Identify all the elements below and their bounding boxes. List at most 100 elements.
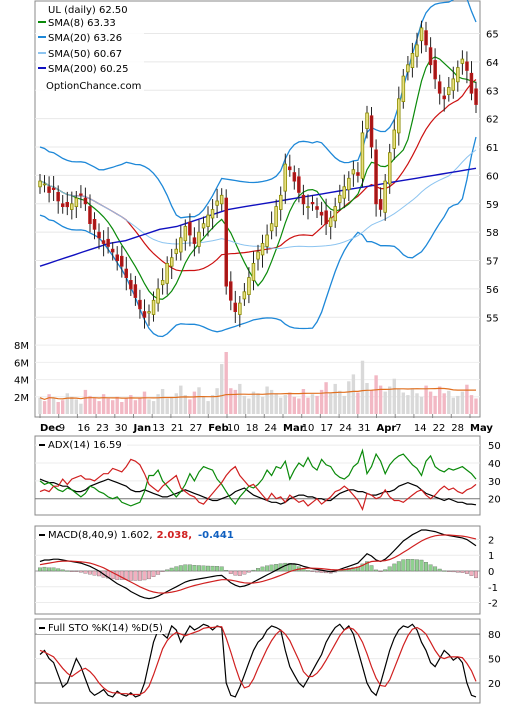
candle-body [79, 193, 83, 196]
histogram-bar [310, 570, 315, 572]
volume-bar [301, 389, 306, 414]
volume-bar [451, 397, 455, 414]
histogram-bar [65, 570, 70, 572]
volume-bar [342, 395, 346, 414]
histogram-bar [183, 564, 188, 572]
candle-body [183, 226, 188, 242]
price-tick-label: 56 [486, 285, 499, 296]
series-line [39, 448, 477, 507]
volume-bar [251, 391, 256, 414]
sto-lines [39, 623, 477, 698]
histogram-bar [219, 566, 224, 572]
candle-body [247, 277, 251, 296]
series-line [39, 626, 477, 696]
candle-body [74, 197, 79, 208]
legend-sma50: SMA(50) 60.67 [48, 49, 122, 60]
candle-body [283, 163, 287, 192]
candle-body [251, 262, 256, 281]
histogram-bar [337, 570, 342, 572]
watermark: OptionChance.com [46, 81, 141, 92]
histogram-bar [56, 568, 61, 572]
series-line [39, 478, 477, 506]
date-tick-label: Feb [208, 423, 228, 434]
volume-bar [279, 397, 283, 414]
candle-body [369, 115, 374, 148]
histogram-bar [283, 562, 288, 572]
candle-body [129, 279, 133, 290]
date-tick-label: Mar [283, 423, 305, 434]
histogram-bar [351, 567, 356, 572]
histogram-bar [401, 559, 406, 572]
histogram-bar [215, 566, 220, 572]
legend-swatch-sma50 [38, 52, 46, 54]
candle-body [70, 203, 74, 210]
histogram-bar [374, 569, 379, 572]
volume-bar [469, 395, 474, 414]
volume-bar [447, 390, 451, 414]
sma8-line [39, 56, 477, 300]
date-tick-label: 24 [339, 423, 352, 434]
candle-body [83, 197, 88, 205]
volume-bar [265, 386, 269, 414]
candle-body [383, 180, 387, 213]
candle-body [51, 187, 56, 190]
price-y-axis: 55 56 57 58 59 60 61 62 63 64 65 [486, 30, 499, 325]
candle-body [42, 183, 47, 186]
histogram-bar [228, 570, 233, 574]
volume-tick-label: 4M [14, 376, 29, 387]
legend-sma200: SMA(200) 60.25 [48, 64, 129, 75]
candle-body [56, 191, 60, 202]
candlesticks [38, 20, 478, 329]
volume-bar [310, 394, 315, 414]
macd-swatch [39, 534, 45, 536]
volume-bar [133, 400, 138, 414]
candle-body [356, 172, 360, 176]
volume-bar [88, 395, 92, 414]
date-tick-label: Dec [40, 423, 61, 434]
volume-bar [406, 395, 410, 414]
candle-body [424, 30, 428, 46]
volume-bar [397, 389, 401, 414]
histogram-bar [251, 569, 256, 572]
date-tick-label: 18 [246, 423, 259, 434]
histogram-bar [178, 565, 183, 572]
candle-body [292, 172, 297, 182]
macd-signal-value: 2.038, [157, 530, 192, 541]
histogram-bar [460, 570, 465, 573]
volume-bar [401, 392, 405, 414]
histogram-bar [47, 567, 52, 572]
panel-tick-label: 20 [488, 679, 501, 690]
date-tick-label: 17 [320, 423, 333, 434]
date-tick-label: 21 [171, 423, 184, 434]
candle-body [469, 72, 474, 94]
price-tick-label: 58 [486, 228, 499, 239]
volume-bar [160, 389, 165, 414]
volume-bar [120, 402, 124, 414]
histogram-bar [396, 561, 401, 572]
date-tick-label: 23 [96, 423, 109, 434]
histogram-bar [60, 569, 65, 572]
histogram-bar [442, 570, 447, 572]
price-tick-label: 61 [486, 143, 499, 154]
candle-body [197, 231, 201, 247]
price-tick-label: 65 [486, 30, 499, 41]
volume-bar [288, 392, 292, 414]
volume-bar [351, 374, 356, 414]
candle-body [156, 288, 160, 304]
histogram-bar [387, 566, 392, 572]
volume-bar [474, 398, 478, 414]
candle-body [178, 237, 183, 253]
panel-tick-label: 30 [488, 477, 501, 488]
price-tick-label: 63 [486, 86, 499, 97]
adx-lines [39, 448, 477, 512]
volume-bar [115, 396, 119, 414]
candle-body [192, 237, 197, 244]
candle-body [142, 311, 147, 318]
sto-swatch [39, 627, 45, 629]
candle-body [287, 166, 292, 171]
volume-bar [333, 383, 337, 414]
histogram-bar [151, 570, 156, 577]
candle-body [365, 112, 369, 130]
volume-bar [188, 399, 192, 414]
candle-body [310, 201, 315, 205]
